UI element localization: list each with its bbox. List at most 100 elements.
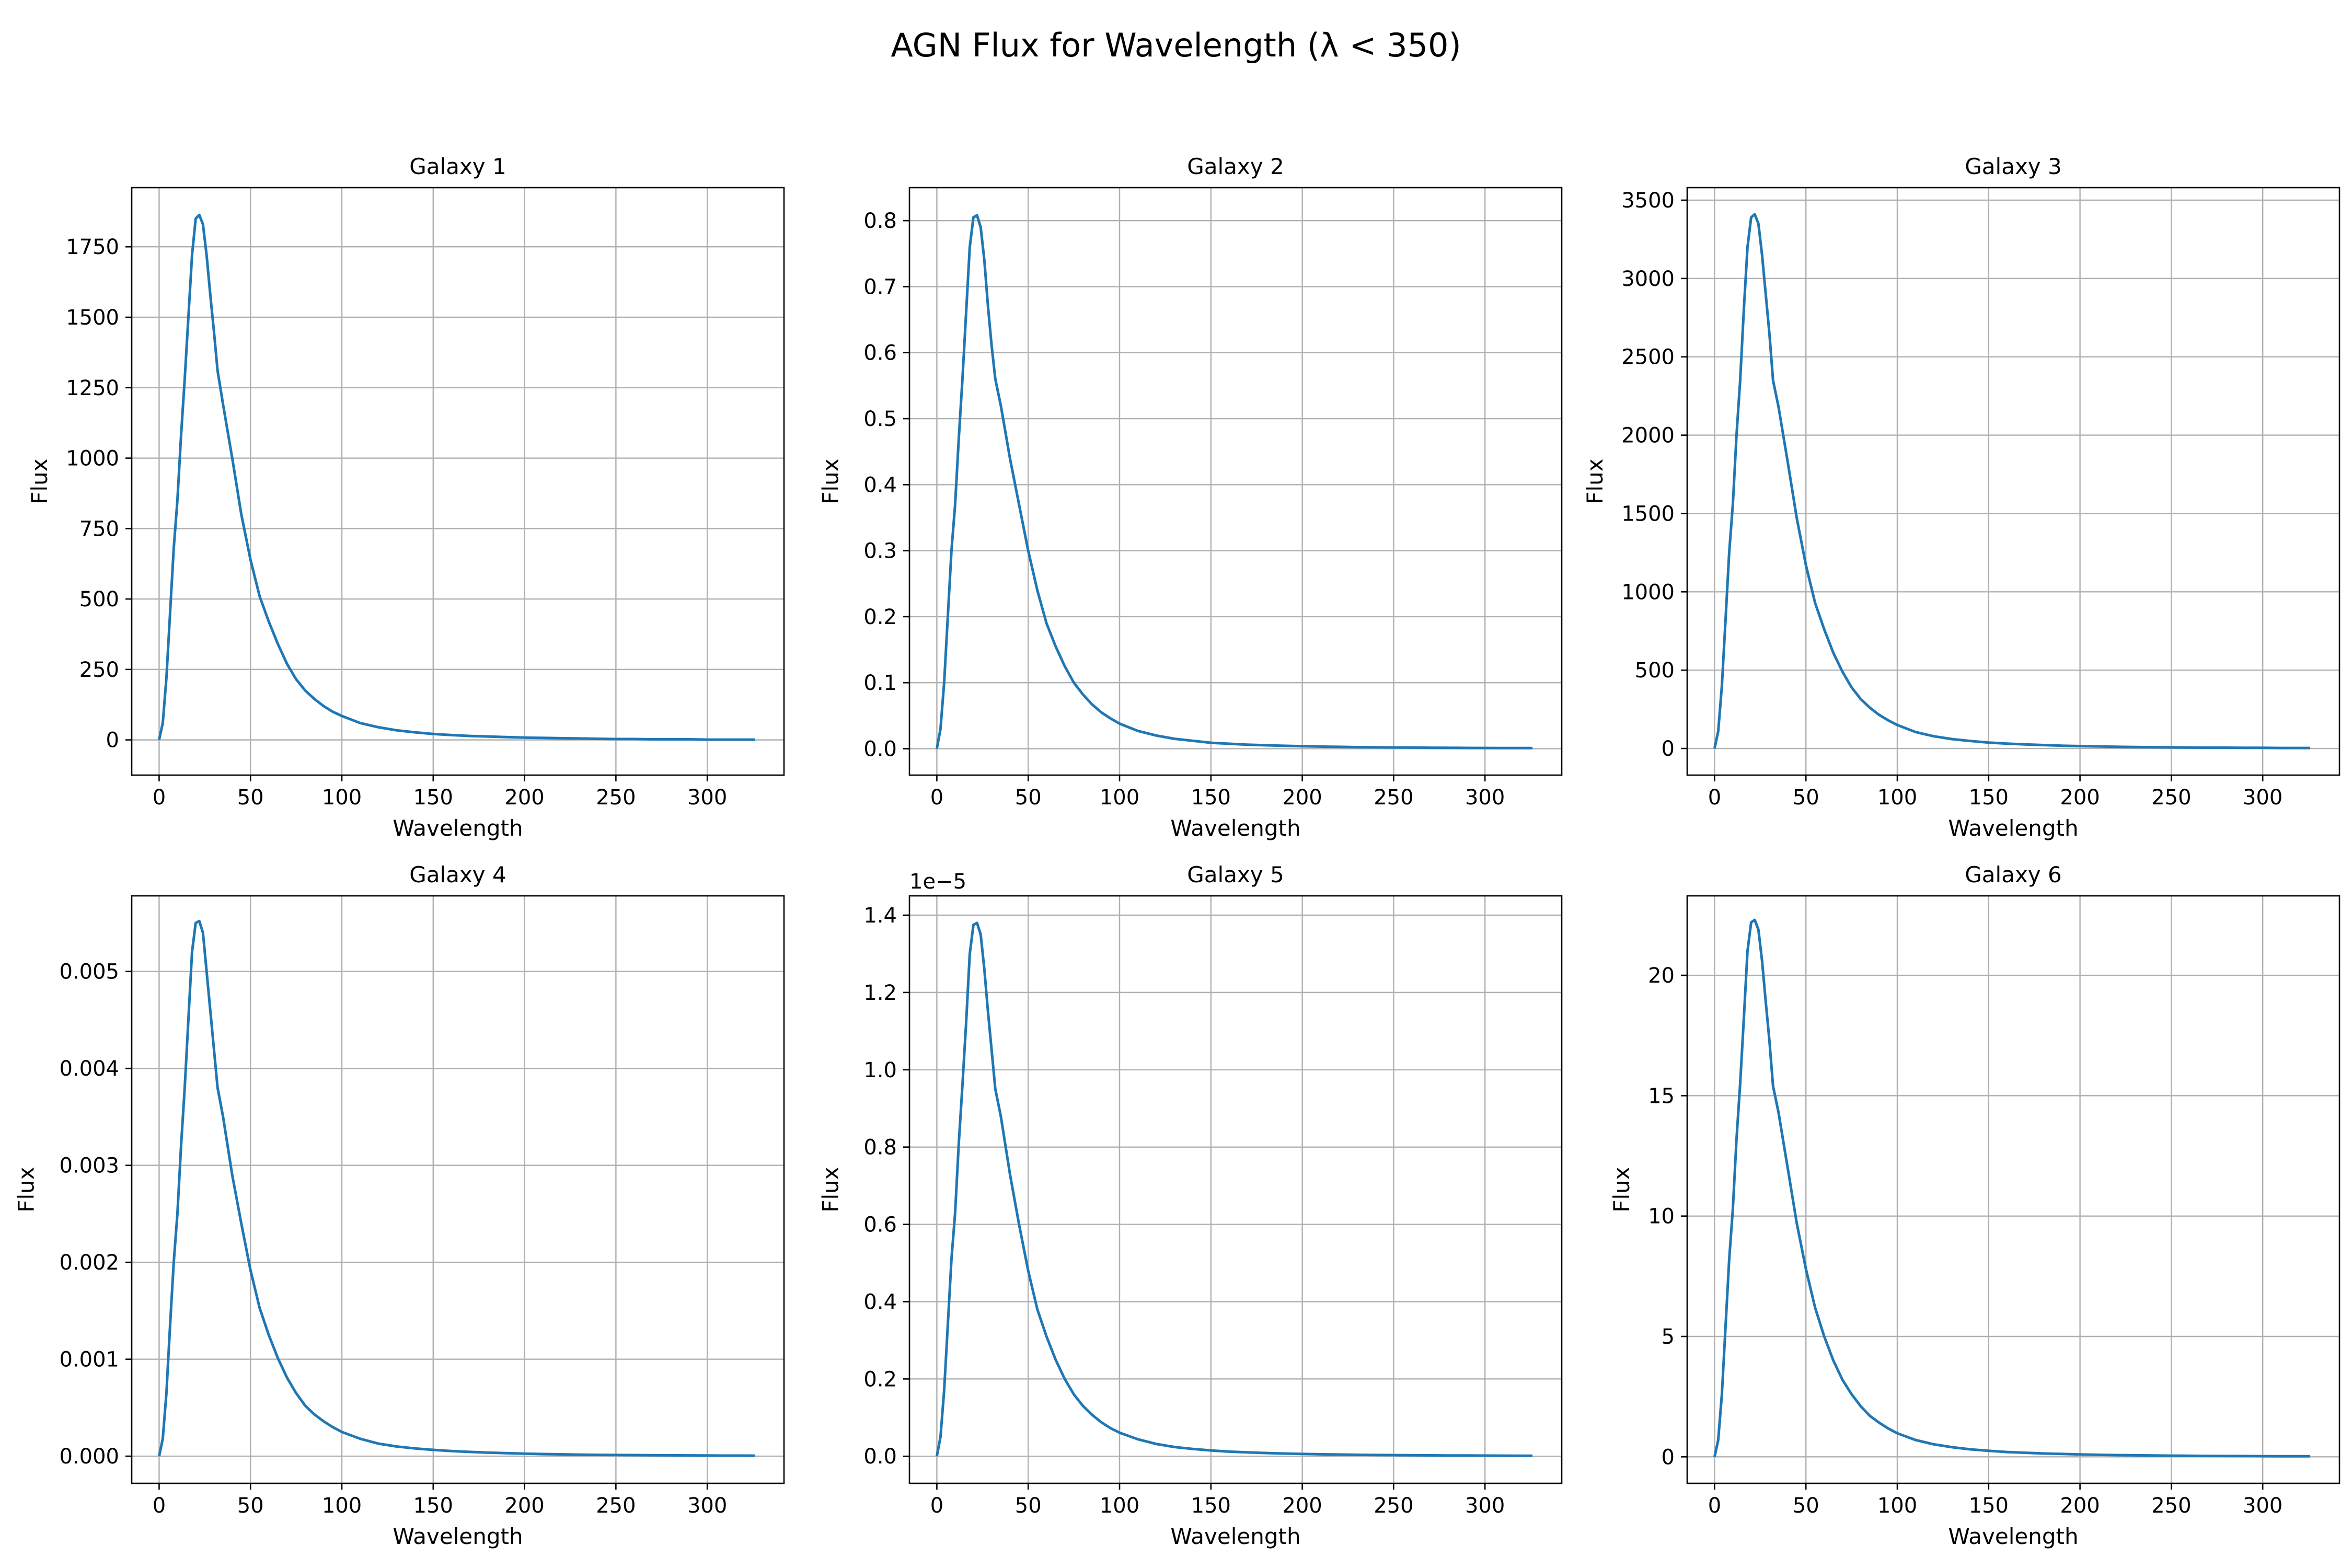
x-tick-label: 50 xyxy=(237,1494,264,1518)
y-tick-label: 0.6 xyxy=(863,341,897,365)
x-tick-label: 50 xyxy=(1015,786,1042,810)
y-axis-label: Flux xyxy=(1582,458,1608,504)
x-tick-label: 250 xyxy=(596,1494,636,1518)
x-tick-label: 150 xyxy=(413,1494,453,1518)
y-tick-label: 0.0 xyxy=(863,1445,897,1469)
y-tick-label: 0.2 xyxy=(863,1367,897,1391)
x-tick-label: 100 xyxy=(1877,786,1917,810)
y-tick-label: 1000 xyxy=(1621,580,1675,604)
y-tick-label: 0 xyxy=(1662,737,1675,761)
axes-frame xyxy=(908,895,1563,1484)
y-tick-label: 2500 xyxy=(1621,345,1675,370)
x-tick-label: 150 xyxy=(1191,786,1231,810)
x-tick-label: 300 xyxy=(2243,1494,2282,1518)
x-tick-label: 300 xyxy=(687,1494,727,1518)
subplot-title: Galaxy 6 xyxy=(1965,862,2061,887)
y-tick-label: 1500 xyxy=(1621,502,1675,526)
x-tick-label: 200 xyxy=(2060,786,2100,810)
axes-frame xyxy=(131,187,785,776)
x-tick-label: 250 xyxy=(1374,786,1413,810)
subplot-galaxy-5: 0 50 100 150 200 250 300 0.0 0.2 0.4 0.6 0.8 1.0 1.2 1… xyxy=(818,862,1563,1549)
y-tick-label: 500 xyxy=(79,587,119,612)
y-tick-label: 15 xyxy=(1648,1084,1675,1108)
x-tick-label: 300 xyxy=(687,786,727,810)
x-tick-label: 100 xyxy=(1100,1494,1139,1518)
x-tick-label: 0 xyxy=(930,1494,943,1518)
x-tick-label: 250 xyxy=(1374,1494,1413,1518)
y-tick-label: 0.1 xyxy=(863,671,897,695)
x-tick-label: 200 xyxy=(504,1494,544,1518)
y-tick-label: 1.0 xyxy=(863,1058,897,1082)
x-tick-label: 0 xyxy=(153,786,166,810)
y-axis-label: Flux xyxy=(14,1167,39,1212)
x-tick-label: 0 xyxy=(153,1494,166,1518)
y-axis-label: Flux xyxy=(818,1167,844,1212)
subplot-title: Galaxy 5 xyxy=(1187,862,1284,887)
x-tick-label: 150 xyxy=(413,786,453,810)
y-tick-label: 1750 xyxy=(66,235,119,259)
axes-frame xyxy=(908,187,1563,776)
x-axis-label: Wavelength xyxy=(1170,815,1300,841)
axes-frame xyxy=(1686,187,2341,776)
y-tick-label: 5 xyxy=(1662,1325,1675,1349)
x-tick-label: 100 xyxy=(322,786,362,810)
x-tick-label: 250 xyxy=(2151,1494,2191,1518)
y-tick-label: 1500 xyxy=(66,306,119,330)
subplot-galaxy-4: 0 50 100 150 200 250 300 0.000 0.001 0.002 0.003 0.… xyxy=(14,862,785,1549)
y-tick-label: 0.000 xyxy=(59,1445,119,1469)
y-offset-text: 1e−5 xyxy=(909,870,966,894)
x-tick-label: 50 xyxy=(1015,1494,1042,1518)
y-tick-label: 0.0 xyxy=(863,737,897,761)
x-axis-label: Wavelength xyxy=(393,815,523,841)
y-tick-label: 0.8 xyxy=(863,209,897,233)
subplot-galaxy-6: 0 50 100 150 200 250 300 0 5 10 15 20 Galaxy 6 Wavele… xyxy=(1609,862,2341,1549)
x-tick-label: 50 xyxy=(1793,786,1819,810)
x-tick-label: 150 xyxy=(1191,1494,1231,1518)
subplot-galaxy-3: 0 50 100 150 200 250 3000500100015002000250030… xyxy=(1582,154,2341,841)
x-tick-label: 100 xyxy=(322,1494,362,1518)
y-tick-label: 1250 xyxy=(66,376,119,400)
flux-line xyxy=(1713,918,2311,1458)
x-tick-label: 200 xyxy=(2060,1494,2100,1518)
flux-line xyxy=(935,214,1533,750)
x-axis-label: Wavelength xyxy=(1948,815,2078,841)
subplot-title: Galaxy 2 xyxy=(1187,154,1284,179)
x-tick-label: 50 xyxy=(237,786,264,810)
y-tick-label: 0.3 xyxy=(863,539,897,563)
subplot-galaxy-2: 0 50 100 150 200 250 300 0.0 0.1 0.2 0.3 0.4 0.5 0.6 0… xyxy=(818,154,1563,841)
axes-frame xyxy=(1686,895,2341,1484)
y-tick-label: 0 xyxy=(1662,1445,1675,1469)
x-tick-label: 0 xyxy=(1708,1494,1721,1518)
x-axis-label: Wavelength xyxy=(1948,1524,2078,1549)
y-tick-label: 1.2 xyxy=(863,981,897,1005)
x-tick-label: 300 xyxy=(1465,786,1505,810)
x-axis-label: Wavelength xyxy=(1170,1524,1300,1549)
y-tick-label: 3500 xyxy=(1621,189,1675,213)
y-tick-label: 0.8 xyxy=(863,1136,897,1160)
x-axis-label: Wavelength xyxy=(393,1524,523,1549)
y-tick-label: 0.002 xyxy=(59,1251,119,1275)
figure-suptitle: AGN Flux for Wavelength (λ < 350) xyxy=(891,26,1461,64)
flux-line xyxy=(157,919,755,1457)
y-tick-label: 0.2 xyxy=(863,605,897,629)
x-tick-label: 250 xyxy=(596,786,636,810)
y-tick-label: 1000 xyxy=(66,447,119,471)
subplot-galaxy-1: 0 50 100 150 200 250 300 0 250 500 750 1000 1250 1500… xyxy=(27,154,785,841)
y-tick-label: 0.7 xyxy=(863,275,897,299)
flux-line xyxy=(157,213,755,741)
y-tick-label: 0.001 xyxy=(59,1348,119,1372)
x-tick-label: 100 xyxy=(1100,786,1139,810)
x-tick-label: 100 xyxy=(1877,1494,1917,1518)
y-tick-label: 500 xyxy=(1635,659,1675,683)
x-tick-label: 0 xyxy=(1708,786,1721,810)
axes-frame xyxy=(131,895,785,1484)
x-tick-label: 200 xyxy=(1282,1494,1322,1518)
y-tick-label: 0.005 xyxy=(59,960,119,984)
y-axis-label: Flux xyxy=(1609,1167,1634,1212)
y-tick-label: 20 xyxy=(1648,964,1675,988)
x-tick-label: 300 xyxy=(2243,786,2282,810)
x-tick-label: 50 xyxy=(1793,1494,1819,1518)
x-tick-label: 300 xyxy=(1465,1494,1505,1518)
subplot-title: Galaxy 1 xyxy=(409,154,506,179)
